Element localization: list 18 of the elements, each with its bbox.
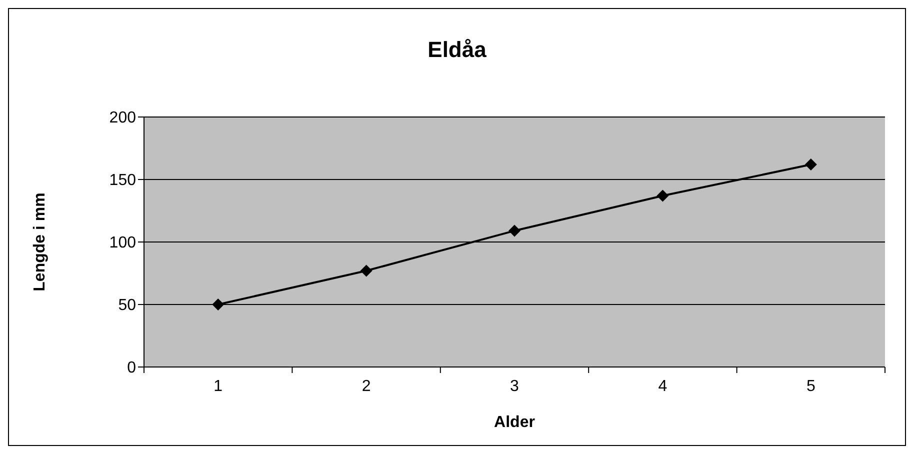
y-tick-label: 150 <box>109 172 136 190</box>
point <box>360 264 372 277</box>
y-tick-label: 100 <box>109 234 136 252</box>
point <box>212 298 224 310</box>
x-tick-label: 2 <box>362 378 371 395</box>
y-axis-title: Lengde i mm <box>32 192 49 292</box>
chart-title: Eldåa <box>426 37 488 63</box>
x-axis-title: Alder <box>494 414 535 431</box>
x-tick-label: 3 <box>510 378 520 395</box>
y-tick-label: 200 <box>109 110 136 127</box>
point <box>508 224 520 237</box>
y-tick-label: 50 <box>118 297 136 314</box>
x-tick-label: 1 <box>214 378 223 395</box>
point <box>804 158 817 170</box>
x-tick-label: 4 <box>658 378 668 395</box>
x-tick-label: 5 <box>806 378 816 395</box>
y-tick-label: 0 <box>127 360 136 377</box>
point <box>656 190 669 202</box>
